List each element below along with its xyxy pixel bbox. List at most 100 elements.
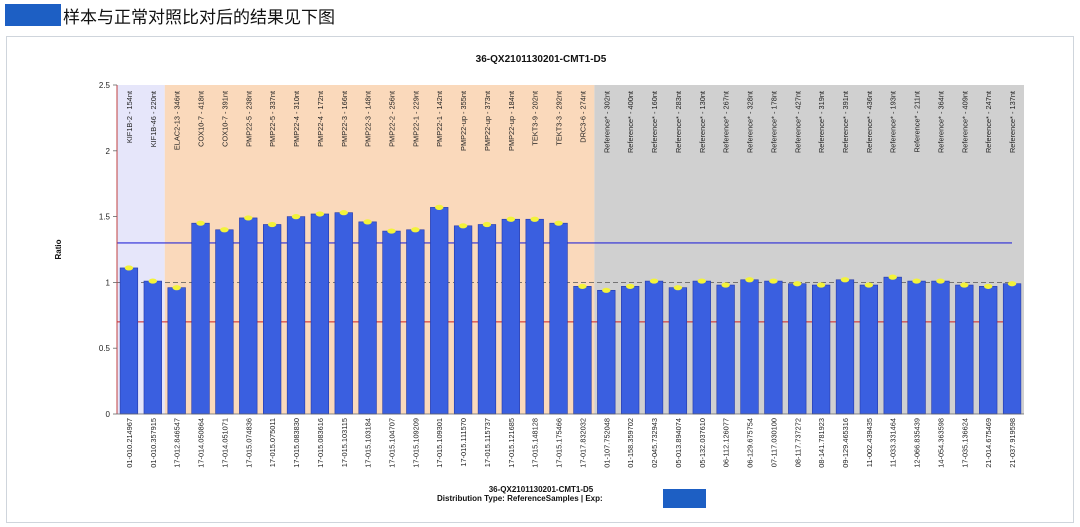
probe-label: Reference* - 328nt [746, 91, 755, 153]
bar-marker [244, 215, 253, 221]
bar-marker [530, 216, 539, 222]
bar [501, 218, 520, 415]
bar [430, 207, 449, 415]
bar-marker [387, 228, 396, 234]
y-tick-label: 2.5 [99, 81, 111, 90]
bar-marker [291, 214, 301, 220]
bar [453, 225, 473, 415]
exp-redaction-bar [663, 489, 706, 508]
probe-label: Reference* - 211nt [913, 91, 922, 153]
probe-label: PMP22-5 - 337nt [268, 91, 277, 147]
x-tick-label: 17-035.136624 [960, 418, 969, 468]
probe-label: PMP22-5 - 238nt [244, 91, 253, 147]
bar-marker [196, 220, 205, 226]
bar-marker [602, 287, 611, 293]
probe-label: Reference* - 247nt [984, 91, 993, 153]
x-tick-label: 06-112.126077 [722, 418, 731, 467]
x-tick-label: 17-015.074836 [244, 418, 253, 468]
y-axis-label: Ratio [54, 239, 63, 259]
bar-marker [411, 227, 420, 233]
bar [573, 286, 592, 415]
bar [668, 287, 688, 415]
region-backgrounds [117, 85, 1024, 414]
bar-marker [172, 285, 181, 291]
bar-marker [649, 278, 659, 284]
x-tick-labels: 01-010.214967 01-010.357915 17-012.846547 1… [125, 418, 1017, 468]
bar-marker [339, 210, 348, 216]
probe-label: Reference* - 400nt [626, 91, 635, 153]
bar [621, 286, 640, 415]
x-tick-label: 14-054.363598 [936, 418, 945, 468]
probe-label: PMP22-1 - 229nt [411, 91, 420, 147]
bar-marker [363, 219, 372, 225]
x-tick-label: 17-015.083616 [316, 418, 325, 468]
probe-label: Reference* - 364nt [936, 91, 945, 153]
x-tick-label: 01-010.214967 [125, 418, 134, 468]
probe-label: Reference* - 160nt [650, 91, 659, 153]
probe-label: TEKT3-9 - 202nt [531, 91, 540, 146]
bar-marker [721, 282, 730, 288]
region-reference [594, 85, 1024, 414]
x-tick-label: 05-013.894074 [674, 418, 683, 468]
bar-marker [482, 221, 492, 228]
probe-label: Reference* - 319nt [817, 91, 826, 153]
probe-label: PMP22-3 - 166nt [340, 91, 349, 147]
bar [811, 284, 831, 415]
bar [835, 279, 855, 415]
bar [859, 284, 878, 415]
y-tick-label: 1 [106, 278, 111, 287]
probe-label: ELAC2-13 - 346nt [173, 91, 182, 150]
bar [883, 276, 902, 415]
probe-label: TEKT3-3 - 292nt [555, 91, 564, 146]
header-redaction-bar [5, 4, 61, 26]
probe-label: PMP22-4 - 172nt [316, 91, 325, 147]
bar-marker [554, 220, 563, 226]
x-tick-label: 17-015.148128 [531, 418, 540, 468]
bar [1002, 283, 1022, 415]
bar-marker [864, 282, 874, 288]
bar-marker [625, 283, 635, 289]
x-tick-label: 08-117.737272 [793, 418, 802, 467]
probe-label: Reference* - 409nt [960, 91, 969, 153]
chart-subtitle-sample: 36-QX2101130201-CMT1-D5 [489, 485, 594, 494]
chart-panel: 36-QX2101130201-CMT1-D5 0 0.5 1 1.5 2 2.5 KIF… [6, 36, 1074, 523]
x-tick-label: 12-066.835439 [913, 418, 922, 468]
probe-labels: KIF1B-2 - 154nt KIF1B-46 - 220nt ELAC2-13 … [125, 91, 1017, 153]
bar-markers [124, 204, 1017, 293]
x-tick-label: 11-033.331464 [889, 418, 898, 467]
x-tick-label: 07-117.030100 [769, 418, 778, 467]
bar-marker [673, 285, 683, 291]
bar [358, 221, 377, 415]
x-tick-label: 21-014.675469 [984, 418, 993, 468]
bar [119, 267, 139, 415]
bar [716, 284, 735, 415]
bar [740, 279, 759, 415]
x-tick-label: 17-015.115737 [483, 418, 492, 467]
chart-title: 36-QX2101130201-CMT1-D5 [476, 54, 607, 65]
bar [549, 222, 568, 415]
probe-label: COX10-7 - 418nt [197, 91, 206, 147]
bar [239, 217, 258, 415]
page-heading: 样本与正常对照比对后的结果见下图 [63, 8, 335, 28]
probe-label: Reference* - 137nt [1008, 91, 1017, 153]
x-tick-label: 17-015.111570 [459, 418, 468, 467]
probe-label: Reference* - 391nt [841, 91, 850, 153]
x-tick-label: 17-014.051071 [220, 418, 229, 468]
bar-marker [578, 283, 587, 289]
bar-marker [888, 274, 897, 280]
x-tick-label: 17-015.103184 [364, 418, 373, 468]
bar-marker [960, 282, 969, 288]
bar [334, 212, 353, 415]
x-tick-label: 17-012.846547 [173, 418, 182, 468]
bar [644, 280, 664, 415]
bar-marker [124, 265, 134, 271]
bar-marker [148, 278, 158, 284]
bar [907, 280, 926, 415]
x-tick-label: 08-141.781923 [817, 418, 826, 468]
bar [788, 283, 807, 415]
x-tick-label: 01-010.357915 [149, 418, 158, 468]
x-tick-label: 21-037.919598 [1008, 418, 1017, 468]
x-tick-label: 17-015.103115 [340, 418, 349, 467]
x-tick-label: 09-129.465316 [841, 418, 850, 468]
probe-label: PMP22-3 - 148nt [364, 91, 373, 147]
